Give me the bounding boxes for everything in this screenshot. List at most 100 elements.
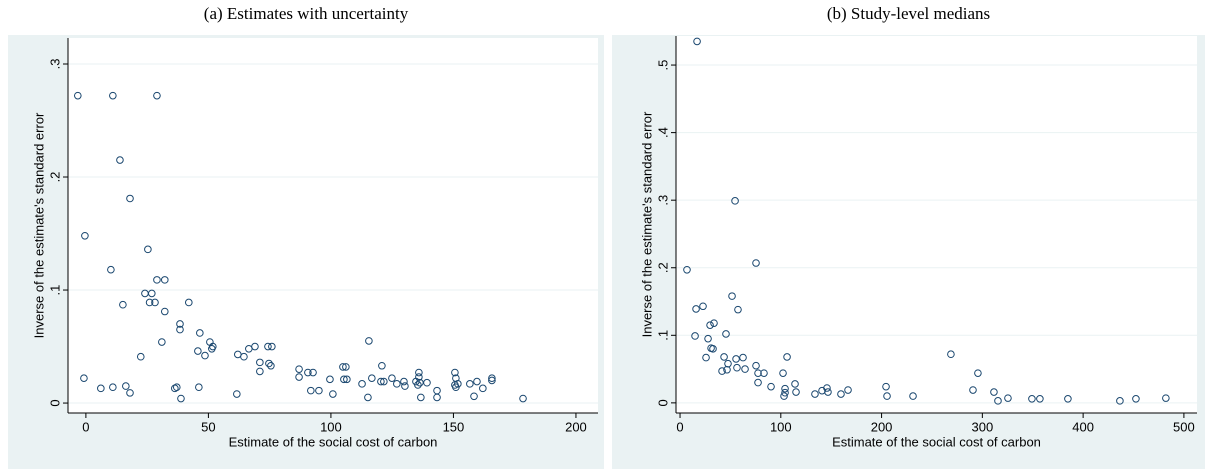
point bbox=[783, 353, 791, 361]
point bbox=[315, 386, 323, 395]
point bbox=[709, 345, 717, 353]
point bbox=[267, 361, 275, 370]
point bbox=[340, 375, 348, 384]
point bbox=[256, 358, 264, 367]
point bbox=[710, 319, 718, 327]
x-tick-label: 0 bbox=[82, 419, 89, 434]
point bbox=[160, 276, 169, 284]
point bbox=[295, 365, 303, 373]
point bbox=[780, 392, 788, 400]
point bbox=[151, 298, 159, 307]
point bbox=[126, 389, 134, 397]
point bbox=[339, 363, 347, 371]
x-tick-label: 100 bbox=[320, 419, 342, 434]
point bbox=[144, 245, 152, 254]
point bbox=[473, 377, 481, 386]
point bbox=[683, 265, 691, 274]
point bbox=[479, 384, 487, 393]
point bbox=[470, 392, 478, 401]
y-tick-label: 0 bbox=[655, 399, 670, 406]
point bbox=[488, 374, 496, 382]
point bbox=[451, 368, 459, 377]
point bbox=[1004, 394, 1012, 402]
point bbox=[80, 374, 88, 382]
point bbox=[706, 321, 714, 329]
point bbox=[342, 363, 350, 371]
point bbox=[414, 381, 422, 389]
y-tick-label: 0 bbox=[47, 399, 62, 406]
point bbox=[454, 380, 462, 388]
point bbox=[824, 388, 832, 396]
point bbox=[724, 359, 732, 368]
x-tick-label: 0 bbox=[676, 419, 683, 434]
point bbox=[692, 305, 700, 313]
x-tick-label: 500 bbox=[1173, 419, 1195, 434]
point bbox=[401, 382, 409, 390]
chart-title: (b) Study-level medians bbox=[827, 4, 990, 23]
x-tick-label: 150 bbox=[443, 419, 465, 434]
point bbox=[176, 320, 184, 328]
point bbox=[377, 377, 385, 386]
x-axis-title: Estimate of the social cost of carbon bbox=[229, 434, 438, 449]
y-axis-title: Inverse of the estimate's standard error bbox=[31, 112, 46, 338]
point bbox=[704, 334, 712, 343]
x-tick-label: 100 bbox=[770, 419, 792, 434]
point bbox=[268, 342, 276, 351]
point bbox=[1162, 394, 1170, 402]
point bbox=[702, 353, 710, 362]
point bbox=[400, 377, 408, 386]
point bbox=[208, 345, 216, 353]
point bbox=[307, 386, 315, 395]
point bbox=[882, 382, 890, 391]
point bbox=[201, 351, 209, 360]
point bbox=[733, 363, 741, 372]
point bbox=[343, 375, 351, 384]
point bbox=[195, 383, 203, 392]
point bbox=[295, 373, 303, 381]
point bbox=[1132, 395, 1140, 403]
point bbox=[153, 276, 161, 284]
point bbox=[739, 353, 747, 362]
y-tick-label: .2 bbox=[655, 262, 670, 273]
point bbox=[145, 298, 154, 307]
point bbox=[731, 197, 739, 205]
y-tick-label: .1 bbox=[655, 330, 670, 341]
point bbox=[194, 347, 202, 355]
point bbox=[734, 305, 742, 314]
x-tick-label: 50 bbox=[201, 419, 215, 434]
point bbox=[760, 369, 768, 377]
point bbox=[109, 91, 117, 100]
point bbox=[947, 350, 955, 359]
point bbox=[792, 388, 800, 396]
point bbox=[811, 390, 819, 398]
point bbox=[720, 353, 728, 361]
point bbox=[969, 386, 977, 394]
point bbox=[752, 361, 760, 370]
point bbox=[416, 378, 424, 387]
point bbox=[990, 388, 998, 396]
point bbox=[365, 337, 373, 345]
point bbox=[728, 292, 736, 300]
point bbox=[423, 378, 431, 387]
x-tick-label: 200 bbox=[565, 419, 587, 434]
x-tick-label: 400 bbox=[1072, 419, 1094, 434]
point bbox=[153, 91, 161, 100]
point bbox=[393, 380, 401, 388]
point bbox=[264, 342, 272, 351]
point bbox=[158, 338, 166, 346]
point bbox=[172, 383, 181, 392]
point bbox=[741, 365, 749, 373]
point bbox=[1028, 395, 1036, 403]
point bbox=[415, 373, 423, 381]
y-tick-label: .3 bbox=[655, 195, 670, 206]
point bbox=[779, 369, 787, 377]
point bbox=[1064, 395, 1072, 403]
point bbox=[329, 390, 337, 398]
point bbox=[466, 380, 474, 388]
point bbox=[488, 376, 496, 385]
point bbox=[171, 384, 179, 393]
point bbox=[97, 384, 105, 393]
point bbox=[844, 386, 852, 394]
point bbox=[251, 342, 259, 351]
